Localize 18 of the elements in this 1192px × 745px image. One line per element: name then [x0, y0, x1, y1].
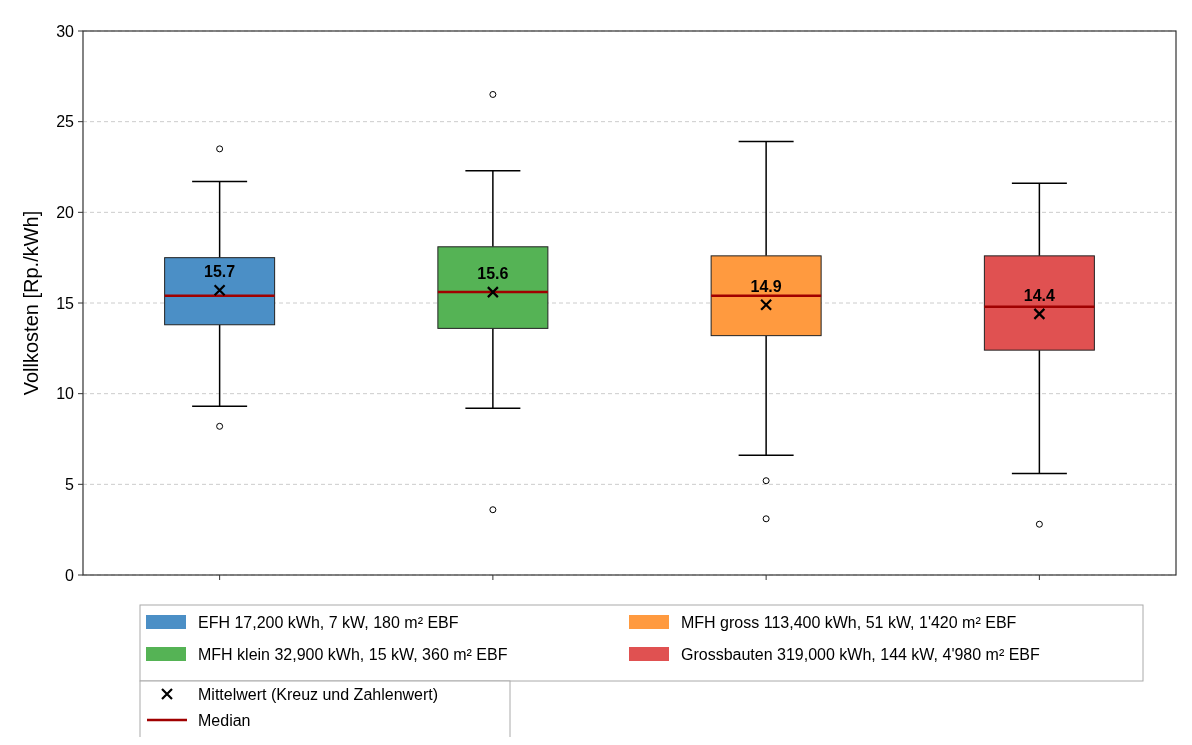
y-tick-label: 5 [65, 475, 75, 493]
legend-label: MFH gross 113,400 kWh, 51 kW, 1'420 m² EBF [681, 613, 1017, 631]
y-tick-label: 10 [56, 385, 75, 403]
y-axis-title: Vollkosten [Rp./kWh] [20, 210, 42, 396]
text: 14.9 [750, 277, 782, 295]
y-tick-label: 0 [65, 566, 75, 584]
legend-label: MFH klein 32,900 kWh, 15 kW, 360 m² EBF [198, 645, 508, 663]
text: Median [198, 711, 251, 729]
y-tick-label: 20 [56, 203, 75, 221]
text: Mittelwert (Kreuz und Zahlenwert) [198, 685, 439, 703]
y-tick-label: 15 [56, 294, 75, 312]
text: 15.6 [477, 265, 509, 283]
legend-label: Grossbauten 319,000 kWh, 144 kW, 4'980 m² EBF [681, 645, 1041, 663]
y-tick-label: 30 [56, 22, 75, 40]
text: 14.4 [1023, 286, 1055, 304]
legend-label: EFH 17,200 kWh, 7 kW, 180 m² EBF [198, 613, 459, 631]
text: 15.7 [204, 263, 236, 281]
y-tick-label: 25 [56, 113, 75, 131]
